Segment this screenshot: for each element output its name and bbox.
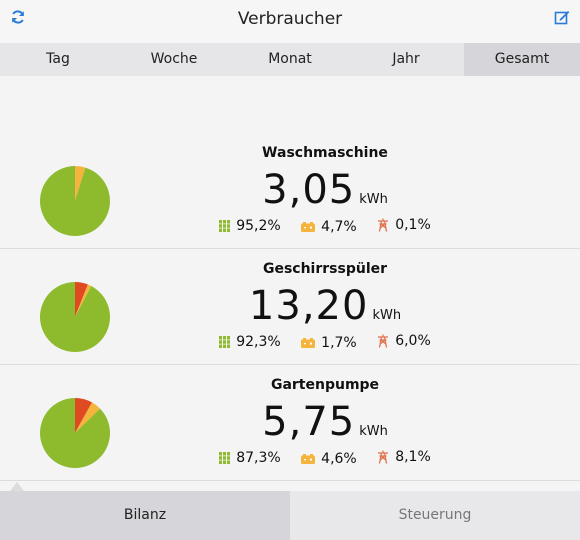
consumer-list: Waschmaschine 3,05 kWh 95,2% 4,7% xyxy=(0,133,580,481)
solar-share: 95,2% xyxy=(219,218,281,234)
pie-slice-solar xyxy=(40,282,110,352)
refresh-icon[interactable] xyxy=(10,9,26,25)
consumer-pie-chart xyxy=(40,166,110,236)
solar-panel-icon xyxy=(219,220,231,232)
solar-share: 87,3% xyxy=(219,450,281,466)
consumer-unit: kWh xyxy=(359,192,388,207)
grid-share: 0,1% xyxy=(377,217,431,233)
consumer-shares: 95,2% 4,7% 0,1% xyxy=(150,217,500,236)
battery-share: 4,6% xyxy=(301,451,357,467)
solar-share: 92,3% xyxy=(219,334,281,350)
solar-share-value: 95,2% xyxy=(236,218,281,234)
consumer-unit: kWh xyxy=(372,308,402,323)
tab-steuerung[interactable]: Steuerung xyxy=(290,491,580,540)
consumer-pie-chart xyxy=(39,398,110,468)
grid-share: 8,1% xyxy=(377,449,431,465)
consumer-name: Waschmaschine xyxy=(262,145,388,161)
tab-bilanz[interactable]: Bilanz xyxy=(0,491,290,540)
battery-icon xyxy=(301,454,316,464)
consumer-item[interactable]: Gartenpumpe 5,75 kWh 87,3% 4,6% xyxy=(0,365,580,481)
consumer-shares: 92,3% 1,7% 6,0% xyxy=(150,333,500,352)
solar-panel-icon xyxy=(219,336,231,348)
power-pylon-icon xyxy=(378,334,389,348)
period-tabs: Tag Woche Monat Jahr Gesamt xyxy=(0,43,580,76)
battery-icon xyxy=(301,338,316,348)
tab-jahr[interactable]: Jahr xyxy=(392,51,420,67)
consumer-value-row: 13,20 kWh xyxy=(150,283,500,329)
pie-slice-grid xyxy=(75,282,88,317)
solar-share-value: 87,3% xyxy=(236,450,281,466)
tab-monat[interactable]: Monat xyxy=(268,51,312,67)
tab-tag[interactable]: Tag xyxy=(46,51,70,67)
pie-slice-battery xyxy=(75,284,92,317)
battery-share-value: 4,6% xyxy=(321,451,357,467)
consumer-value-row: 3,05 kWh xyxy=(150,167,500,213)
consumer-value: 5,75 xyxy=(262,399,356,445)
pie-slice-grid xyxy=(75,398,93,433)
consumer-pie-chart xyxy=(40,282,110,352)
power-pylon-icon xyxy=(378,450,389,464)
active-tab-indicator xyxy=(10,482,24,491)
consumer-item[interactable]: Waschmaschine 3,05 kWh 95,2% 4,7% xyxy=(0,133,580,249)
battery-share-value: 4,7% xyxy=(321,219,357,235)
pie-slice-solar xyxy=(39,398,110,468)
tab-gesamt[interactable]: Gesamt xyxy=(464,43,580,76)
grid-share-value: 8,1% xyxy=(395,449,431,465)
consumer-shares: 87,3% 4,6% 8,1% xyxy=(150,449,500,468)
consumer-unit: kWh xyxy=(359,424,388,439)
bottom-tab-bar: Bilanz Steuerung xyxy=(0,491,580,540)
consumer-name: Gartenpumpe xyxy=(270,377,380,393)
power-pylon-icon xyxy=(378,218,389,232)
header: Verbraucher xyxy=(0,0,580,43)
battery-share-value: 1,7% xyxy=(321,335,357,351)
battery-icon xyxy=(301,222,316,232)
consumer-item[interactable]: Geschirrsspüler 13,20 kWh 92,3% 1,7% xyxy=(0,249,580,365)
grid-share: 6,0% xyxy=(377,333,431,349)
spacer xyxy=(0,76,580,134)
battery-share: 4,7% xyxy=(301,219,357,235)
consumer-value: 13,20 xyxy=(248,283,369,329)
consumer-name: Geschirrsspüler xyxy=(262,261,388,277)
consumer-value: 3,05 xyxy=(262,167,356,213)
grid-share-value: 0,1% xyxy=(395,217,431,233)
pie-slice-battery xyxy=(75,166,86,201)
page-title: Verbraucher xyxy=(237,9,343,29)
solar-panel-icon xyxy=(219,452,231,464)
pie-slice-battery xyxy=(75,402,101,433)
edit-icon[interactable] xyxy=(554,9,570,25)
tab-woche[interactable]: Woche xyxy=(150,51,198,67)
pie-slice-solar xyxy=(40,166,110,236)
battery-share: 1,7% xyxy=(301,335,357,351)
solar-share-value: 92,3% xyxy=(236,334,281,350)
consumer-value-row: 5,75 kWh xyxy=(150,399,500,445)
grid-share-value: 6,0% xyxy=(395,333,431,349)
